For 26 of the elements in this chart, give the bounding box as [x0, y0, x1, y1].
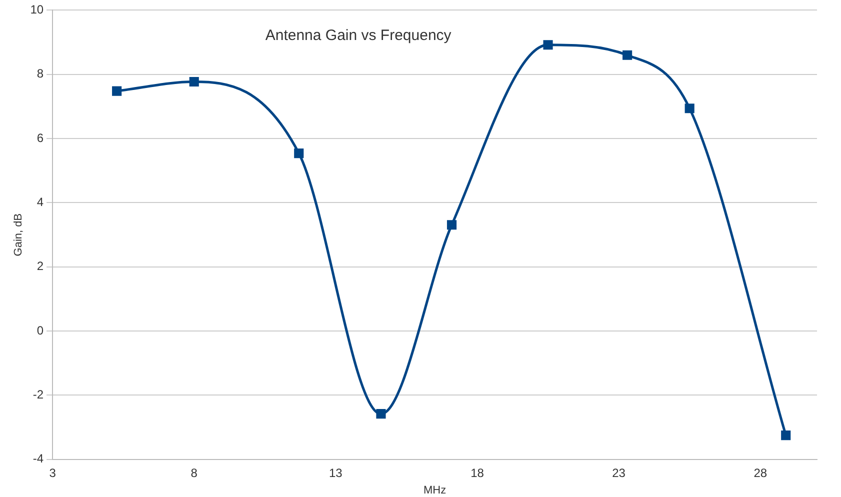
point	[543, 40, 553, 50]
y-tick-label: 2	[36, 259, 44, 274]
y-tick-label: 10	[30, 2, 44, 17]
y-axis-title: Gain, dB	[12, 213, 25, 256]
x-axis-title: MHz	[423, 484, 446, 496]
y-tick-label: 4	[36, 195, 44, 210]
y-tick-label: 0	[36, 323, 44, 338]
point	[189, 76, 199, 87]
point	[684, 104, 694, 114]
point	[781, 430, 791, 440]
point	[622, 50, 632, 60]
x-tick-label: 28	[754, 466, 768, 480]
x-tick-label: 18	[470, 466, 484, 480]
point	[446, 220, 457, 230]
y-tick-label: -4	[32, 452, 44, 466]
x-tick-label: 23	[612, 466, 626, 480]
x-tick-label: 13	[329, 466, 343, 480]
x-tick-label: 8	[190, 466, 198, 480]
y-tick-label: 8	[36, 66, 44, 81]
y-tick-label: 6	[36, 130, 44, 145]
x-tick-label: 3	[49, 466, 56, 480]
point	[376, 409, 386, 419]
text: Antenna Gain vs Frequency	[265, 26, 452, 44]
point	[112, 86, 122, 96]
point	[294, 148, 304, 158]
y-tick-label: -2	[32, 388, 44, 402]
